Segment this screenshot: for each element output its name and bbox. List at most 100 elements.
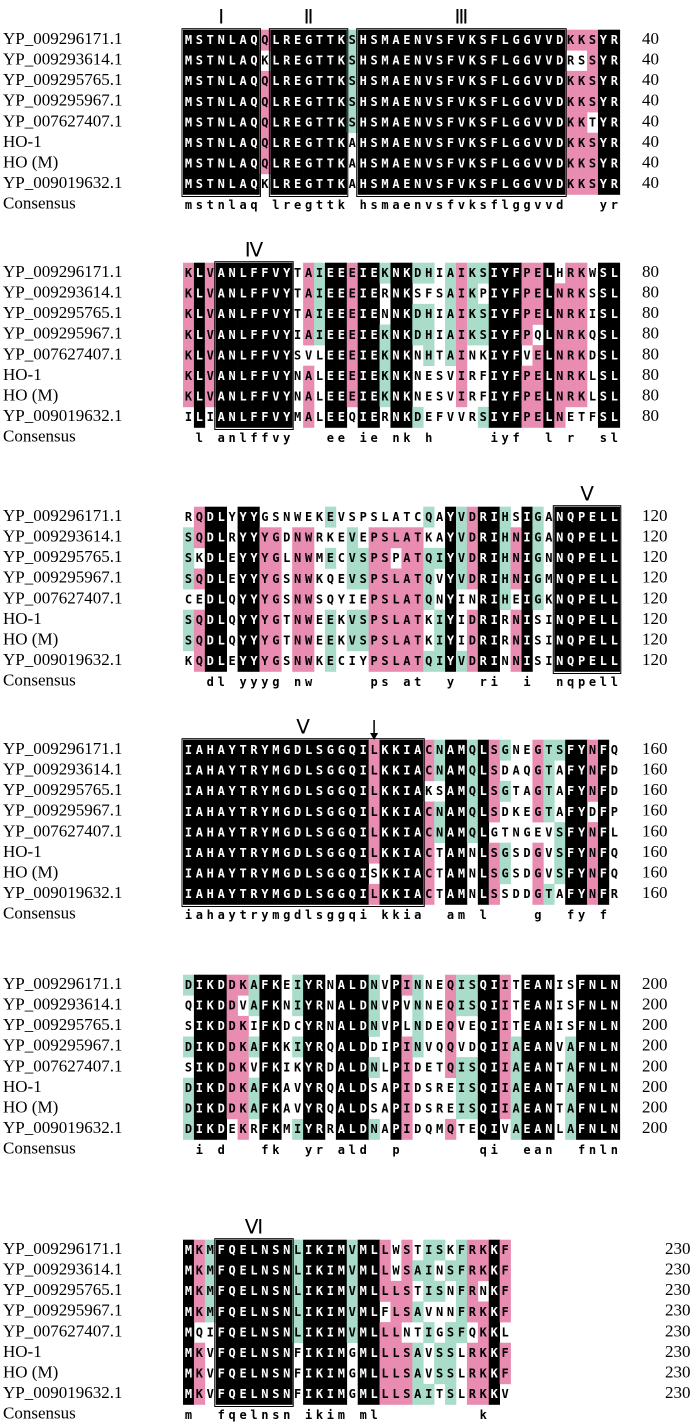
residue-bg [314, 780, 326, 802]
residue-bg [324, 1280, 337, 1302]
residue-bg [565, 801, 577, 823]
residue-bg [357, 568, 369, 590]
position-number: 120 [642, 630, 668, 649]
residue-bg [390, 132, 402, 154]
residue-bg [324, 630, 337, 652]
residue-bg [379, 1322, 391, 1343]
residue-bg [565, 547, 577, 569]
residue-bg [368, 132, 380, 154]
residue-bg [390, 568, 402, 590]
residue-bg [314, 801, 326, 823]
residue-bg [390, 1363, 402, 1385]
position-number: 230 [665, 1342, 691, 1361]
residue-bg [521, 589, 533, 610]
residue-bg [259, 1077, 271, 1099]
residue-bg [401, 1098, 413, 1120]
residue-bg [335, 1098, 348, 1120]
residue-bg [183, 1077, 195, 1099]
sequence-name: HO (M) [3, 1098, 58, 1117]
residue-bg [401, 132, 413, 154]
residue-bg [466, 822, 479, 843]
residue-bg [314, 1015, 326, 1037]
residue-bg [543, 1036, 555, 1058]
residue-bg [314, 995, 326, 1017]
residue-bg [401, 324, 413, 346]
residue-bg [401, 1077, 413, 1099]
residue-bg [608, 324, 621, 346]
position-number: 200 [642, 1056, 668, 1075]
residue-bg [259, 974, 271, 996]
residue-bg [488, 132, 500, 154]
residue-bg [204, 842, 217, 864]
residue-bg [456, 345, 468, 366]
motif-box [181, 738, 425, 908]
residue-bg [565, 589, 577, 610]
residue-bg [532, 365, 544, 387]
residue-bg [324, 801, 337, 823]
residue-bg [445, 801, 457, 823]
residue-bg [270, 153, 282, 175]
residue-bg [445, 739, 457, 761]
sequence-name: YP_009293614.1 [3, 50, 122, 69]
residue-bg [477, 589, 490, 610]
residue-bg [204, 1036, 217, 1058]
residue-bg [215, 1036, 227, 1058]
residue-bg [193, 609, 206, 631]
residue-bg [466, 547, 479, 569]
residue-bg [576, 1098, 588, 1120]
position-number: 160 [642, 863, 668, 882]
residue-bg [456, 650, 468, 672]
residue-bg [510, 173, 522, 195]
residue-bg [335, 283, 348, 305]
residue-bg [314, 324, 326, 346]
residue-bg [477, 91, 490, 113]
residue-bg [324, 1383, 337, 1405]
residue-bg [237, 506, 249, 528]
residue-bg [499, 589, 511, 610]
residue-bg [346, 91, 359, 113]
residue-bg [499, 173, 511, 195]
residue-bg [259, 739, 271, 761]
residue-bg [270, 1057, 282, 1078]
residue-bg [226, 1322, 238, 1343]
position-number: 120 [642, 506, 668, 525]
residue-bg [281, 153, 293, 175]
residue-bg [466, 283, 479, 305]
residue-bg [510, 650, 522, 672]
residue-bg [423, 801, 435, 823]
residue-bg [183, 630, 195, 652]
residue-bg [270, 568, 282, 590]
residue-bg [466, 324, 479, 346]
residue-bg [183, 365, 195, 387]
residue-bg [390, 29, 402, 51]
sequence-name: YP_009295967.1 [3, 801, 122, 820]
residue-bg [412, 153, 424, 175]
residue-bg [565, 1077, 577, 1099]
residue-bg [412, 262, 424, 284]
residue-bg [477, 650, 490, 672]
residue-bg [281, 29, 293, 51]
position-number: 160 [642, 842, 668, 861]
residue-bg [390, 1015, 402, 1037]
residue-bg [423, 1280, 435, 1302]
residue-bg [608, 50, 621, 72]
residue-bg [466, 153, 479, 175]
position-number: 80 [642, 283, 659, 302]
residue-bg [183, 1118, 195, 1140]
sequence-name: YP_007627407.1 [3, 821, 122, 840]
residue-bg [499, 1098, 511, 1120]
residue-bg [434, 153, 446, 175]
residue-bg [423, 883, 435, 905]
residue-bg [204, 112, 217, 133]
residue-bg [215, 1342, 227, 1364]
residue-bg [314, 91, 326, 113]
residue-bg [335, 365, 348, 387]
sequence-name: HO-1 [3, 1077, 42, 1096]
residue-bg [183, 1098, 195, 1120]
residue-bg [237, 50, 249, 72]
residue-bg [488, 568, 500, 590]
residue-bg [226, 365, 238, 387]
residue-bg [434, 50, 446, 72]
